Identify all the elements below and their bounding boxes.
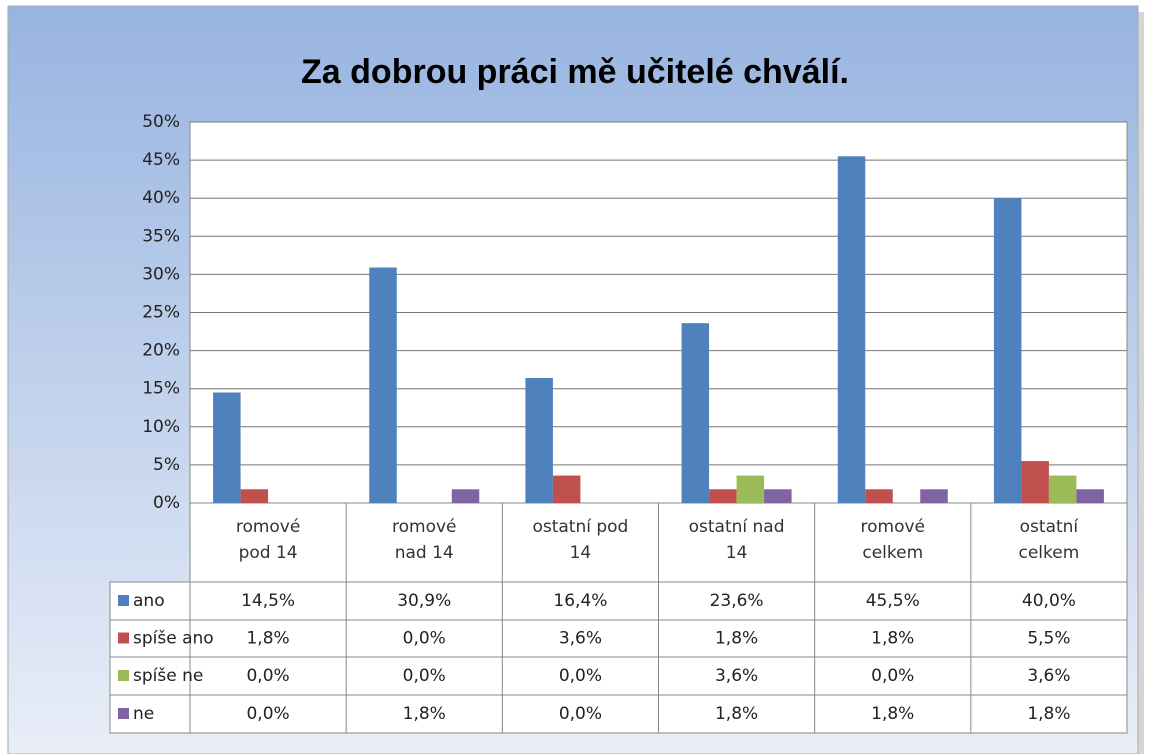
data-label: 1,8% <box>1027 704 1070 724</box>
data-label: 0,0% <box>559 666 602 686</box>
data-label: 0,0% <box>403 666 446 686</box>
x-tick-label: romové celkem <box>860 517 926 563</box>
data-label: 5,5% <box>1027 629 1070 649</box>
data-label: 0,0% <box>246 666 289 686</box>
legend-label: ano <box>133 591 165 611</box>
data-label: 45,5% <box>866 591 920 611</box>
y-tick-label: 40% <box>142 188 180 208</box>
y-tick-label: 25% <box>142 303 180 323</box>
x-tick-label: romové pod 14 <box>235 517 301 563</box>
data-label: 0,0% <box>559 704 602 724</box>
y-tick-label: 30% <box>142 264 180 284</box>
bar <box>240 489 269 503</box>
legend-swatch <box>118 595 129 606</box>
bar <box>1048 475 1077 503</box>
y-tick-label: 15% <box>142 379 180 399</box>
bar <box>764 489 792 503</box>
x-tick-label: ostatní pod 14 <box>532 517 629 563</box>
bar <box>451 489 480 503</box>
bar <box>865 489 893 503</box>
legend-label: ne <box>133 704 154 724</box>
data-label: 1,8% <box>715 629 758 649</box>
data-label: 30,9% <box>397 591 451 611</box>
data-label: 1,8% <box>403 704 446 724</box>
data-label: 14,5% <box>241 591 295 611</box>
bar <box>1021 461 1049 503</box>
bar <box>369 267 397 503</box>
data-label: 1,8% <box>246 629 289 649</box>
x-tick-label: romové nad 14 <box>392 517 457 563</box>
data-label: 3,6% <box>1027 666 1070 686</box>
data-label: 0,0% <box>246 704 289 724</box>
bar <box>1076 489 1104 503</box>
legend-label: spíše ano <box>133 629 214 649</box>
data-label: 40,0% <box>1022 591 1076 611</box>
legend-swatch <box>118 708 129 719</box>
x-tick-label: ostatní nad 14 <box>688 517 785 563</box>
y-tick-label: 0% <box>153 493 180 513</box>
bar <box>681 323 710 503</box>
y-tick-label: 5% <box>153 455 180 475</box>
y-tick-label: 35% <box>142 226 180 246</box>
bar <box>920 489 948 503</box>
data-label: 23,6% <box>710 591 764 611</box>
data-label: 3,6% <box>715 666 758 686</box>
y-tick-label: 50% <box>142 112 180 132</box>
legend-swatch <box>118 670 129 681</box>
legend-label: spíše ne <box>133 666 203 686</box>
chart-title: Za dobrou práci mě učitelé chválí. <box>301 53 849 91</box>
data-label: 0,0% <box>403 629 446 649</box>
x-tick-label: ostatní celkem <box>1018 517 1080 563</box>
bar <box>552 475 581 503</box>
data-label: 3,6% <box>559 629 602 649</box>
data-label: 0,0% <box>871 666 914 686</box>
bar <box>709 489 737 503</box>
data-label: 1,8% <box>871 704 914 724</box>
y-tick-label: 45% <box>142 150 180 170</box>
bar <box>993 198 1022 503</box>
y-tick-label: 20% <box>142 341 180 361</box>
legend-swatch <box>118 632 129 644</box>
bar <box>837 156 866 504</box>
bar <box>525 378 553 503</box>
data-label: 1,8% <box>871 629 914 649</box>
data-label: 1,8% <box>715 704 758 724</box>
data-label: 16,4% <box>553 591 607 611</box>
bar <box>213 392 241 503</box>
bar <box>736 475 765 503</box>
y-tick-label: 10% <box>142 417 180 437</box>
